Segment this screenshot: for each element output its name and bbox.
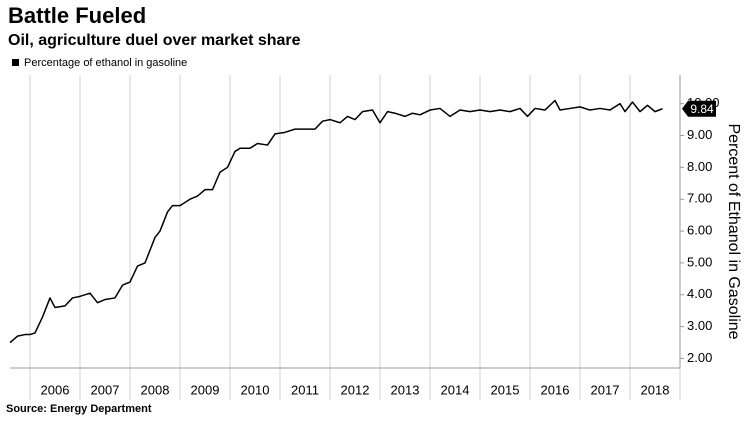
x-tick-label: 2007 <box>91 382 120 397</box>
legend-label: Percentage of ethanol in gasoline <box>24 57 187 69</box>
x-tick-label: 2010 <box>241 382 270 397</box>
x-tick-label: 2009 <box>191 382 220 397</box>
data-line <box>9 99 663 344</box>
x-tick-label: 2018 <box>641 382 670 397</box>
x-tick-label: 2013 <box>391 382 420 397</box>
y-tick-label: 5.00 <box>687 254 712 269</box>
y-tick-label: 4.00 <box>687 286 712 301</box>
y-axis-title: Percent of Ethanol in Gasoline <box>725 123 742 339</box>
chart-title: Battle Fueled <box>8 3 146 28</box>
x-tick-label: 2006 <box>41 382 70 397</box>
y-tick-label: 7.00 <box>687 191 712 206</box>
x-tick-label: 2011 <box>291 382 319 397</box>
source-note: Source: Energy Department <box>6 403 152 415</box>
x-tick-label: 2012 <box>341 382 370 397</box>
x-tick-label: 2017 <box>591 382 620 397</box>
y-tick-label: 8.00 <box>687 159 712 174</box>
chart-subtitle: Oil, agriculture duel over market share <box>8 32 301 49</box>
x-tick-label: 2015 <box>491 382 520 397</box>
x-tick-label: 2016 <box>541 382 570 397</box>
y-tick-label: 6.00 <box>687 222 712 237</box>
y-tick-label: 3.00 <box>687 318 712 333</box>
legend-swatch <box>12 59 19 66</box>
y-tick-label: 9.00 <box>687 127 712 142</box>
last-value-label: 9.84 <box>690 102 714 116</box>
y-tick-label: 2.00 <box>687 350 712 365</box>
x-tick-label: 2008 <box>141 382 170 397</box>
x-tick-label: 2014 <box>441 382 470 397</box>
last-value-box <box>682 100 716 117</box>
